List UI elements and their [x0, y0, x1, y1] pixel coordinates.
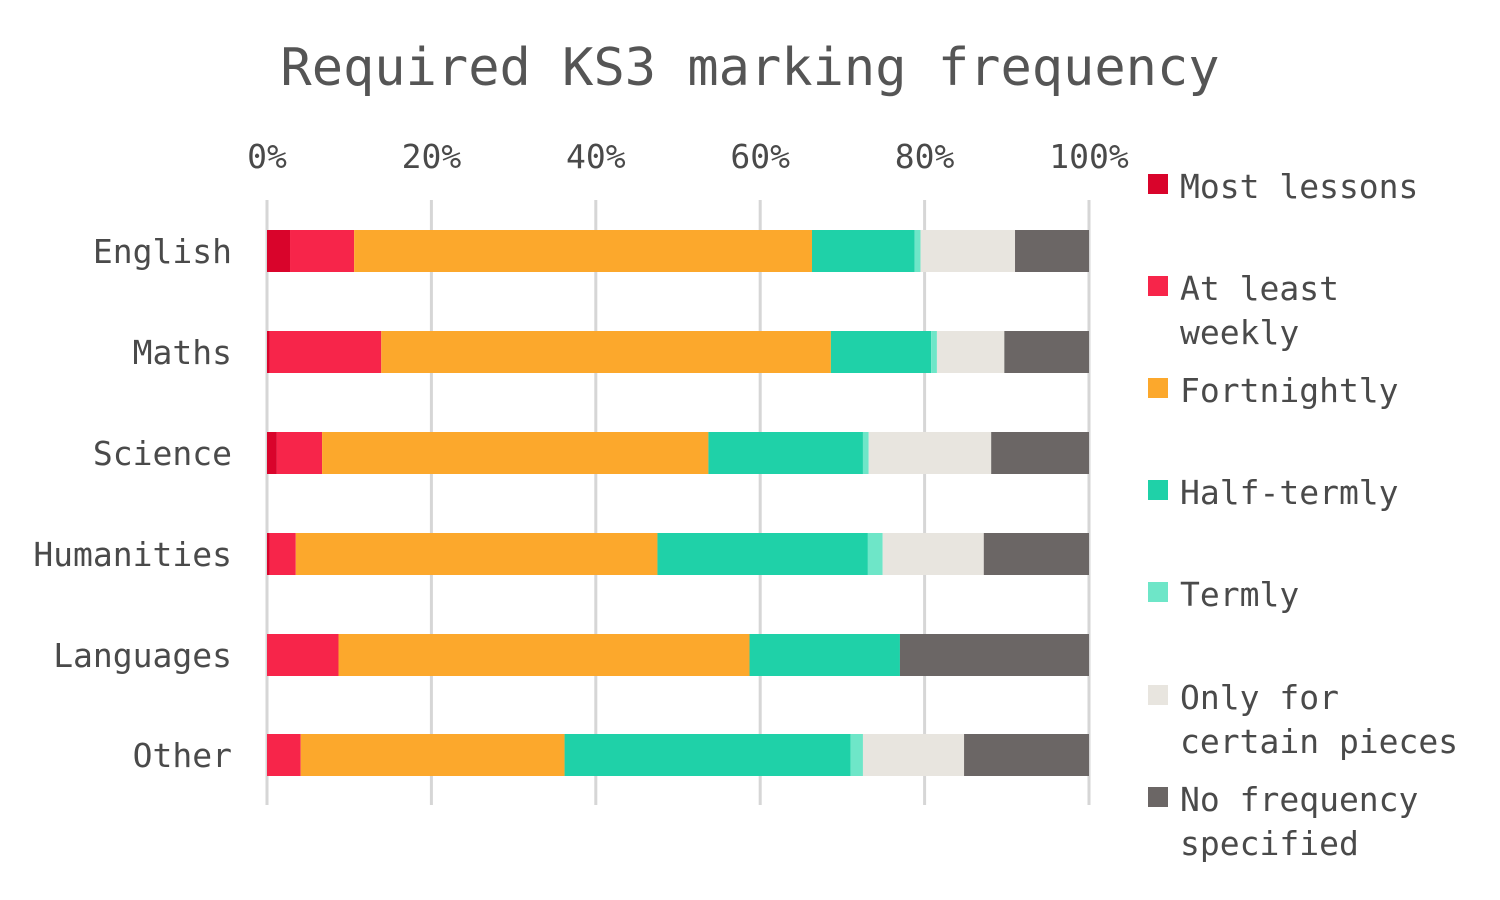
legend-label: Fortnightly [1180, 371, 1399, 410]
bar-segment [267, 634, 339, 676]
bar-segment [811, 230, 915, 272]
legend-label: Only for certain pieces [1180, 678, 1459, 761]
bar-segment [862, 432, 869, 474]
bar-segment [269, 331, 382, 373]
x-tick-label: 40% [566, 137, 626, 176]
bar-segment [867, 533, 883, 575]
y-category-label: Science [93, 434, 232, 473]
bar-segment [983, 533, 1089, 575]
y-category-label: Maths [133, 333, 232, 372]
legend-swatch [1148, 174, 1168, 194]
legend-label: Half-termly [1180, 473, 1399, 512]
legend-label: At least weekly [1180, 269, 1339, 352]
bar-segment [290, 230, 355, 272]
bar-segment [300, 734, 565, 776]
legend-swatch [1148, 480, 1168, 500]
bar-segment [749, 634, 900, 676]
bar-segment [276, 432, 323, 474]
bar-segment [830, 331, 932, 373]
bar-segment [564, 734, 851, 776]
bar-segment [991, 432, 1089, 474]
x-tick-label: 20% [402, 137, 462, 176]
bar-segment [295, 533, 658, 575]
bar-segment [267, 533, 270, 575]
bar-segment [931, 331, 937, 373]
legend-label: Most lessons [1180, 167, 1419, 206]
bar-segment [267, 734, 301, 776]
bar-segment [899, 634, 1089, 676]
y-category-label: English [93, 232, 232, 271]
legend-label: No frequency specified [1180, 780, 1419, 863]
bar-segment [322, 432, 709, 474]
bar-segment [657, 533, 868, 575]
x-tick-label: 80% [895, 137, 955, 176]
x-tick-label: 0% [247, 137, 287, 176]
y-category-label: Humanities [33, 535, 232, 574]
bar-segment [920, 230, 1016, 272]
legend-swatch [1148, 685, 1168, 705]
legend-label: Termly [1180, 575, 1300, 614]
x-tick-label: 100% [1049, 137, 1129, 176]
legend-swatch [1148, 582, 1168, 602]
bar-segment [1004, 331, 1089, 373]
bar-segment [850, 734, 863, 776]
bar-segment [862, 734, 965, 776]
bar-segment [964, 734, 1089, 776]
y-category-label: Other [133, 736, 232, 775]
bar-segment [267, 331, 270, 373]
bar-segment [1015, 230, 1089, 272]
bar-segment [868, 432, 992, 474]
bar-segment [267, 230, 291, 272]
legend-swatch [1148, 276, 1168, 296]
x-tick-label: 60% [730, 137, 790, 176]
bar-segment [267, 432, 277, 474]
bar-segment [708, 432, 863, 474]
legend-swatch [1148, 787, 1168, 807]
legend-swatch [1148, 378, 1168, 398]
bar-segment [381, 331, 831, 373]
bar-segment [338, 634, 750, 676]
bar-segment [914, 230, 921, 272]
bar-segment [354, 230, 812, 272]
bar-segment [936, 331, 1005, 373]
bar-segment [269, 533, 296, 575]
chart-title: Required KS3 marking frequency [280, 38, 1220, 98]
bar-segment [882, 533, 984, 575]
y-category-label: Languages [53, 636, 232, 675]
